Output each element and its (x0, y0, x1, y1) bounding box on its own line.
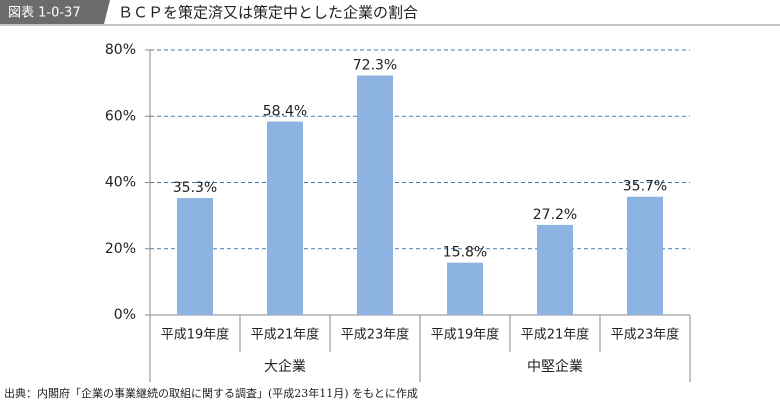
value-label: 15.8% (443, 245, 487, 261)
group-label: 中堅企業 (527, 358, 583, 375)
bar (537, 224, 573, 315)
chart-title: ＢＣＰを策定済又は策定中とした企業の割合 (118, 4, 418, 22)
y-tick-label: 0% (114, 307, 136, 323)
bar (447, 262, 483, 315)
y-tick-label: 60% (105, 108, 136, 124)
bar (267, 121, 303, 315)
bar (627, 196, 663, 315)
bar (357, 75, 393, 315)
y-tick-label: 80% (105, 42, 136, 58)
value-label: 72.3% (353, 58, 397, 74)
group-label: 大企業 (264, 358, 306, 375)
x-tick-label: 平成23年度 (611, 327, 680, 343)
source: 出典：内閣府「企業の事業継続の取組に関する調査」(平成23年11月) をもとに作… (4, 386, 418, 400)
x-tick-label: 平成21年度 (251, 327, 320, 343)
x-tick-label: 平成19年度 (431, 327, 500, 343)
figure-label: 図表 1-0-37 (8, 6, 81, 21)
x-tick-label: 平成23年度 (341, 327, 410, 343)
y-tick-label: 20% (105, 241, 136, 257)
x-tick-label: 平成21年度 (521, 327, 590, 343)
value-label: 58.4% (263, 104, 307, 120)
value-label: 27.2% (533, 207, 577, 223)
value-label: 35.3% (173, 180, 217, 196)
bar (177, 198, 213, 315)
label-box (0, 0, 110, 24)
y-tick-label: 40% (105, 175, 136, 191)
x-tick-label: 平成19年度 (161, 327, 230, 343)
value-label: 35.7% (623, 179, 667, 195)
